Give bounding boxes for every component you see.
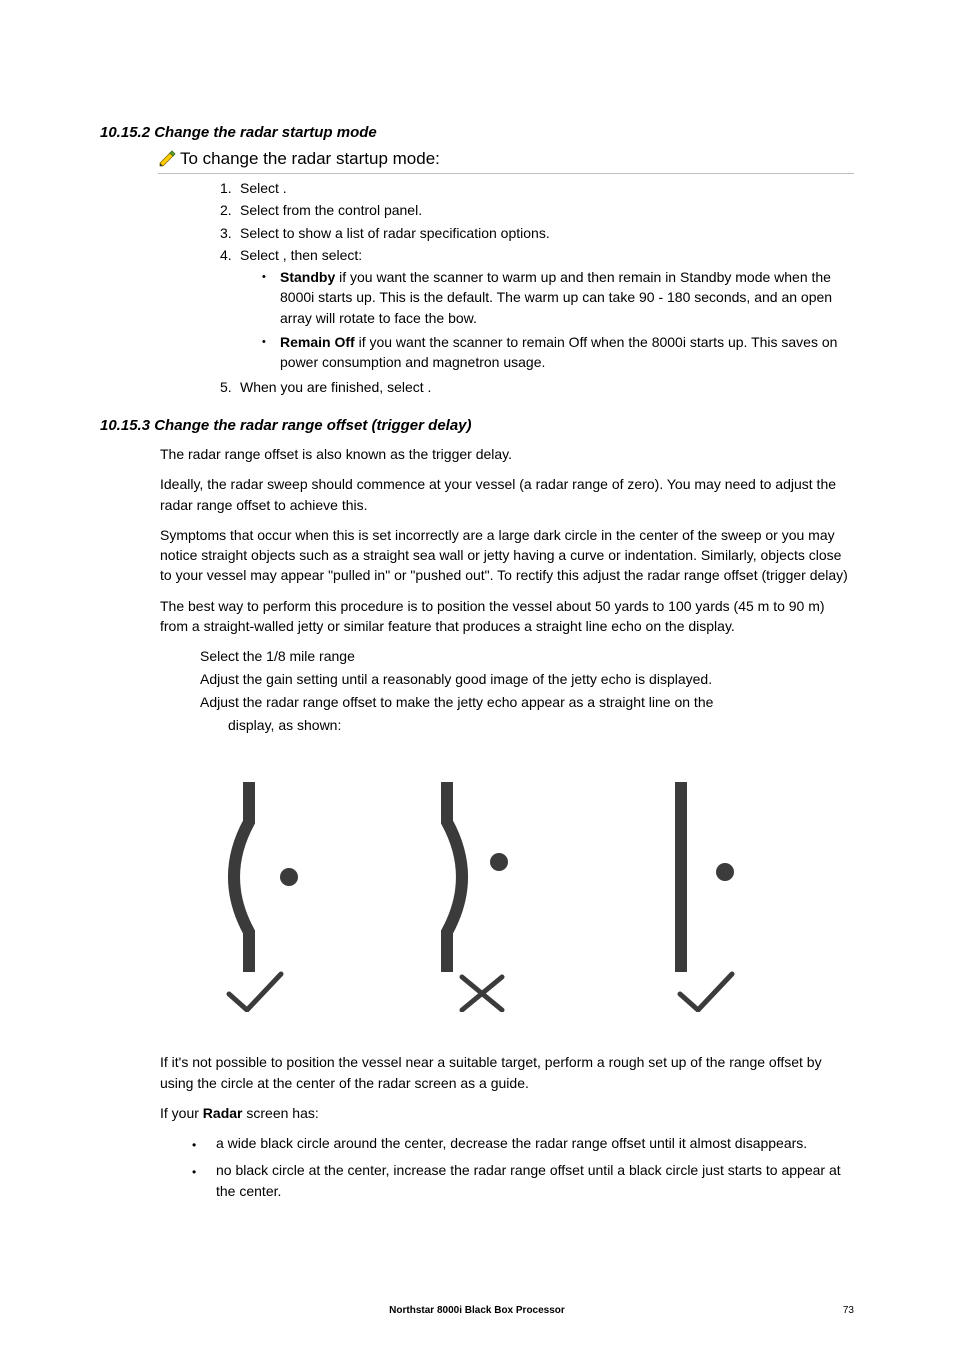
ordered-steps-continued: 5.When you are finished, select . xyxy=(220,377,854,397)
page-number: 73 xyxy=(843,1305,854,1316)
step: 3.Select to show a list of radar specifi… xyxy=(220,223,854,243)
footer-title: Northstar 8000i Black Box Processor xyxy=(0,1305,954,1316)
paragraph: If your Radar screen has: xyxy=(160,1103,854,1123)
sub-bullet: • Standby if you want the scanner to war… xyxy=(262,267,854,328)
indented-step: Select the 1/8 mile range xyxy=(200,646,854,667)
paragraph: The radar range offset is also known as … xyxy=(160,444,854,464)
step: 5.When you are finished, select . xyxy=(220,377,854,397)
paragraph: If it's not possible to position the ves… xyxy=(160,1052,854,1093)
body-bullet: •a wide black circle around the center, … xyxy=(192,1133,854,1154)
task-heading-text: To change the radar startup mode: xyxy=(180,149,440,169)
section-heading: 10.15.3 Change the radar range offset (t… xyxy=(100,417,854,434)
paragraph: Symptoms that occur when this is set inc… xyxy=(160,525,854,586)
figure-row xyxy=(160,772,814,1012)
pencil-icon xyxy=(158,150,176,168)
paragraph: The best way to perform this procedure i… xyxy=(160,596,854,637)
indented-step-continuation: display, as shown: xyxy=(200,715,854,736)
radar-figure-straight xyxy=(625,772,785,1012)
indented-step: Adjust the radar range offset to make th… xyxy=(200,692,854,713)
task-heading: To change the radar startup mode: xyxy=(158,149,854,174)
paragraph: Ideally, the radar sweep should commence… xyxy=(160,474,854,515)
body-bullet: •no black circle at the center, increase… xyxy=(192,1160,854,1202)
step: 4.Select , then select: xyxy=(220,245,854,265)
sub-bullet: • Remain Off if you want the scanner to … xyxy=(262,332,854,373)
indented-step: Adjust the gain setting until a reasonab… xyxy=(200,669,854,690)
sub-bullet-list: • Standby if you want the scanner to war… xyxy=(262,267,854,372)
body-text-after-figure: If it's not possible to position the ves… xyxy=(160,1052,854,1123)
ordered-steps: 1.Select . 2.Select from the control pan… xyxy=(220,178,854,265)
section-heading: 10.15.2 Change the radar startup mode xyxy=(100,124,854,141)
indented-steps: Select the 1/8 mile range Adjust the gai… xyxy=(200,646,854,736)
step: 1.Select . xyxy=(220,178,854,198)
body-bullet-list: •a wide black circle around the center, … xyxy=(192,1133,854,1202)
radar-figure-curved-in xyxy=(189,772,349,1012)
step: 2.Select from the control panel. xyxy=(220,200,854,220)
body-text: The radar range offset is also known as … xyxy=(160,444,854,636)
radar-figure-curved-out xyxy=(407,772,567,1012)
